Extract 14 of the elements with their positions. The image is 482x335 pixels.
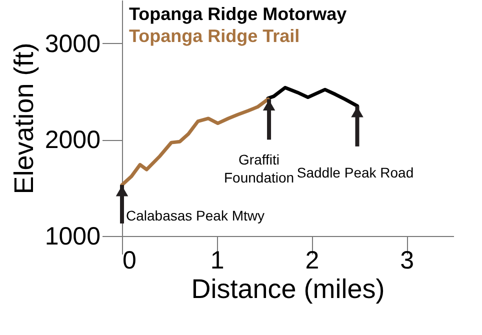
annotation: Calabasas Peak Mtwy	[126, 207, 265, 224]
x-tick-label: 2	[305, 246, 320, 274]
annotation: Graffiti Foundation	[224, 152, 294, 186]
x-tick-label: 3	[400, 246, 414, 274]
x-tick-label: 0	[122, 246, 136, 274]
y-tick-label: 3000	[44, 30, 100, 58]
text: Topanga Ridge Trail	[129, 26, 300, 46]
annotation: Saddle Peak Road	[296, 164, 414, 180]
text: Topanga Ridge Motorway	[129, 4, 347, 24]
x-axis-title: Distance (miles)	[191, 274, 385, 304]
y-axis-title: Elevation (ft)	[8, 42, 39, 194]
x-tick-label: 1	[210, 246, 224, 274]
y-tick-label: 2000	[44, 126, 100, 154]
y-tick-label: 1000	[44, 222, 100, 250]
